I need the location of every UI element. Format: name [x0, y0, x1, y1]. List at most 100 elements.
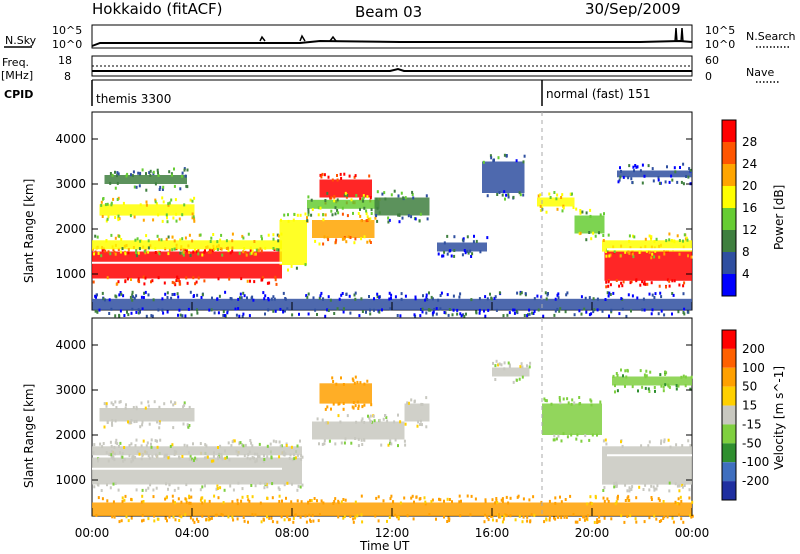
heatmap-speck — [208, 499, 211, 503]
heatmap-speck — [259, 481, 262, 485]
heatmap-speck — [124, 252, 127, 256]
heatmap-speck — [561, 193, 564, 197]
heatmap-speck — [484, 295, 487, 299]
heatmap-speck — [668, 180, 671, 184]
heatmap-speck — [334, 497, 337, 501]
heatmap-speck — [374, 216, 377, 220]
heatmap-speck — [135, 294, 138, 298]
heatmap-speck — [195, 458, 198, 461]
heatmap-speck — [291, 482, 293, 486]
heatmap-speck — [317, 519, 320, 523]
heatmap-speck — [596, 308, 599, 312]
heatmap-speck — [677, 497, 680, 501]
heatmap-speck — [135, 251, 138, 255]
heatmap-speck — [216, 484, 219, 488]
heatmap-speck — [650, 235, 653, 239]
heatmap-speck — [283, 518, 286, 522]
heatmap-speck — [125, 174, 128, 178]
colorbar-swatch — [722, 274, 736, 296]
heatmap-speck — [523, 314, 526, 317]
heatmap-speck — [683, 484, 686, 487]
heatmap-speck — [605, 280, 608, 284]
heatmap-speck — [342, 516, 345, 520]
heatmap-speck — [170, 198, 173, 202]
heatmap-speck — [635, 279, 638, 283]
heatmap-speck — [110, 401, 113, 405]
heatmap-speck — [544, 291, 547, 295]
heatmap-speck — [94, 309, 97, 313]
heatmap-speck — [165, 496, 168, 500]
heatmap-region — [312, 421, 405, 440]
heatmap-speck — [518, 377, 521, 381]
heatmap-speck — [112, 500, 115, 504]
heatmap-speck — [213, 247, 215, 251]
heatmap-speck — [505, 514, 508, 518]
heatmap-speck — [111, 423, 114, 427]
heatmap-speck — [554, 517, 557, 521]
heatmap-speck — [342, 383, 345, 386]
heatmap-speck — [262, 291, 265, 295]
heatmap-speck — [617, 180, 620, 184]
heatmap-speck — [318, 242, 321, 246]
heatmap-speck — [272, 247, 275, 250]
heatmap-speck — [131, 455, 134, 459]
heatmap-speck — [443, 241, 446, 245]
heatmap-speck — [556, 193, 559, 197]
heatmap-speck — [170, 296, 173, 300]
heatmap-speck — [490, 296, 493, 300]
heatmap-speck — [387, 220, 390, 224]
heatmap-speck — [676, 180, 679, 184]
heatmap-speck — [154, 439, 157, 443]
heatmap-speck — [140, 457, 143, 461]
heatmap-speck — [219, 444, 222, 448]
heatmap-speck — [497, 156, 500, 160]
heatmap-speck — [231, 249, 234, 253]
heatmap-speck — [439, 498, 442, 502]
heatmap-speck — [578, 396, 581, 399]
heatmap-speck — [148, 171, 151, 175]
heatmap-speck — [251, 295, 254, 299]
heatmap-speck — [420, 402, 423, 406]
heatmap-speck — [351, 377, 354, 381]
heatmap-speck — [368, 239, 371, 243]
heatmap-speck — [345, 240, 348, 244]
heatmap-speck — [447, 313, 450, 317]
heatmap-speck — [196, 311, 199, 315]
heatmap-speck — [124, 280, 127, 284]
heatmap-speck — [318, 513, 321, 516]
heatmap-speck — [598, 515, 601, 519]
heatmap-speck — [182, 253, 185, 257]
heatmap-speck — [648, 390, 651, 393]
heatmap-speck — [261, 237, 263, 241]
heatmap-speck — [156, 517, 159, 521]
heatmap-speck — [152, 218, 155, 222]
colorbar-swatch — [722, 405, 736, 425]
heatmap-speck — [590, 312, 593, 316]
heatmap-speck — [311, 513, 314, 517]
heatmap-speck — [523, 154, 526, 158]
heatmap-speck — [368, 295, 370, 298]
heatmap-speck — [564, 310, 567, 314]
heatmap-speck — [617, 494, 619, 498]
heatmap-speck — [159, 185, 162, 189]
heatmap-speck — [413, 500, 415, 504]
heatmap-speck — [167, 235, 170, 239]
x-tick-label: 16:00 — [475, 526, 510, 540]
heatmap-speck — [411, 190, 414, 194]
heatmap-speck — [479, 250, 482, 254]
heatmap-speck — [526, 515, 529, 519]
heatmap-speck — [361, 310, 364, 313]
heatmap-speck — [583, 307, 586, 311]
heatmap-speck — [96, 310, 99, 314]
heatmap-speck — [528, 498, 531, 502]
heatmap-speck — [469, 513, 472, 517]
heatmap-speck — [266, 455, 269, 459]
heatmap-speck — [201, 514, 204, 518]
heatmap-speck — [181, 174, 183, 178]
heatmap-speck — [275, 248, 278, 252]
heatmap-speck — [664, 372, 667, 376]
heatmap-speck — [135, 438, 138, 442]
heatmap-speck — [242, 515, 245, 519]
heatmap-speck — [320, 175, 323, 179]
heatmap-speck — [647, 387, 650, 391]
